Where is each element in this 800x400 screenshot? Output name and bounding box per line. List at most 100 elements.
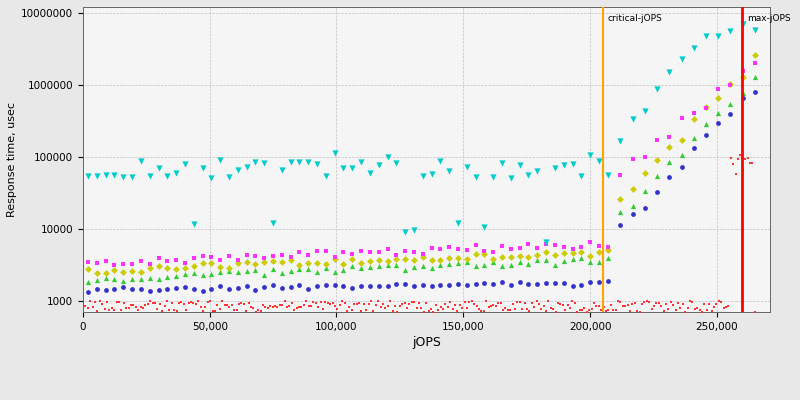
max	[434, 158, 446, 164]
90-th percentile	[143, 275, 156, 282]
90-th percentile	[687, 134, 700, 141]
median	[712, 120, 725, 126]
min	[610, 306, 622, 313]
min	[730, 171, 742, 178]
95-th percentile	[205, 260, 218, 266]
min	[96, 301, 109, 307]
min	[706, 307, 718, 314]
min	[389, 303, 402, 310]
90-th percentile	[284, 268, 297, 274]
min	[509, 306, 522, 312]
median	[82, 289, 94, 296]
min	[247, 305, 260, 311]
min	[192, 298, 205, 304]
min	[360, 306, 373, 313]
Text: critical-jOPS: critical-jOPS	[608, 14, 662, 23]
median	[161, 286, 174, 292]
99-th percentile	[134, 258, 147, 264]
min	[156, 308, 169, 314]
95-th percentile	[425, 257, 438, 264]
min	[182, 300, 195, 306]
max	[425, 170, 438, 177]
90-th percentile	[522, 261, 535, 268]
min	[170, 308, 183, 314]
95-th percentile	[470, 251, 482, 258]
Text: max-jOPS: max-jOPS	[747, 14, 791, 23]
99-th percentile	[319, 248, 332, 254]
min	[533, 301, 546, 308]
min	[322, 300, 334, 307]
99-th percentile	[407, 249, 420, 255]
min	[334, 302, 346, 308]
min	[518, 300, 531, 306]
min	[331, 305, 344, 312]
min	[82, 304, 94, 311]
min	[314, 298, 327, 305]
min	[118, 300, 130, 306]
max	[284, 159, 297, 166]
min	[312, 304, 325, 310]
99-th percentile	[712, 86, 725, 92]
median	[434, 282, 446, 288]
99-th percentile	[328, 254, 341, 260]
median	[638, 204, 651, 211]
99-th percentile	[650, 137, 663, 143]
min	[430, 302, 442, 308]
90-th percentile	[187, 270, 200, 276]
max	[416, 173, 429, 179]
median	[381, 283, 394, 289]
90-th percentile	[328, 269, 341, 275]
95-th percentile	[143, 265, 156, 271]
90-th percentile	[90, 277, 103, 284]
min	[130, 304, 142, 310]
min	[744, 160, 757, 166]
min	[710, 301, 723, 307]
min	[242, 300, 255, 306]
max	[319, 173, 332, 179]
max	[90, 173, 103, 179]
median	[584, 278, 597, 285]
max	[170, 170, 182, 177]
90-th percentile	[540, 256, 553, 263]
min	[310, 300, 322, 306]
min	[650, 300, 663, 307]
min	[228, 307, 241, 313]
min	[374, 304, 387, 310]
90-th percentile	[584, 259, 597, 265]
median	[346, 284, 358, 291]
min	[370, 302, 382, 308]
min	[151, 306, 164, 312]
min	[408, 298, 421, 305]
min	[737, 166, 750, 173]
median	[531, 280, 544, 287]
min	[204, 298, 217, 304]
max	[231, 167, 244, 173]
max	[407, 227, 420, 234]
min	[329, 303, 342, 309]
max	[687, 45, 700, 51]
min	[106, 305, 118, 311]
median	[675, 164, 688, 170]
min	[600, 308, 613, 314]
median	[170, 285, 182, 291]
max	[214, 157, 226, 163]
min	[708, 304, 721, 310]
99-th percentile	[425, 245, 438, 252]
min	[86, 304, 99, 310]
min	[372, 298, 385, 304]
max	[240, 164, 253, 170]
max	[442, 168, 455, 174]
99-th percentile	[310, 248, 323, 254]
min	[115, 306, 128, 313]
max	[584, 152, 597, 159]
min	[103, 307, 116, 313]
min	[382, 303, 394, 310]
90-th percentile	[452, 259, 465, 266]
min	[547, 306, 560, 312]
99-th percentile	[724, 82, 737, 88]
95-th percentile	[522, 254, 535, 260]
90-th percentile	[434, 262, 446, 268]
min	[295, 304, 308, 310]
99-th percentile	[442, 244, 455, 250]
min	[425, 306, 438, 312]
